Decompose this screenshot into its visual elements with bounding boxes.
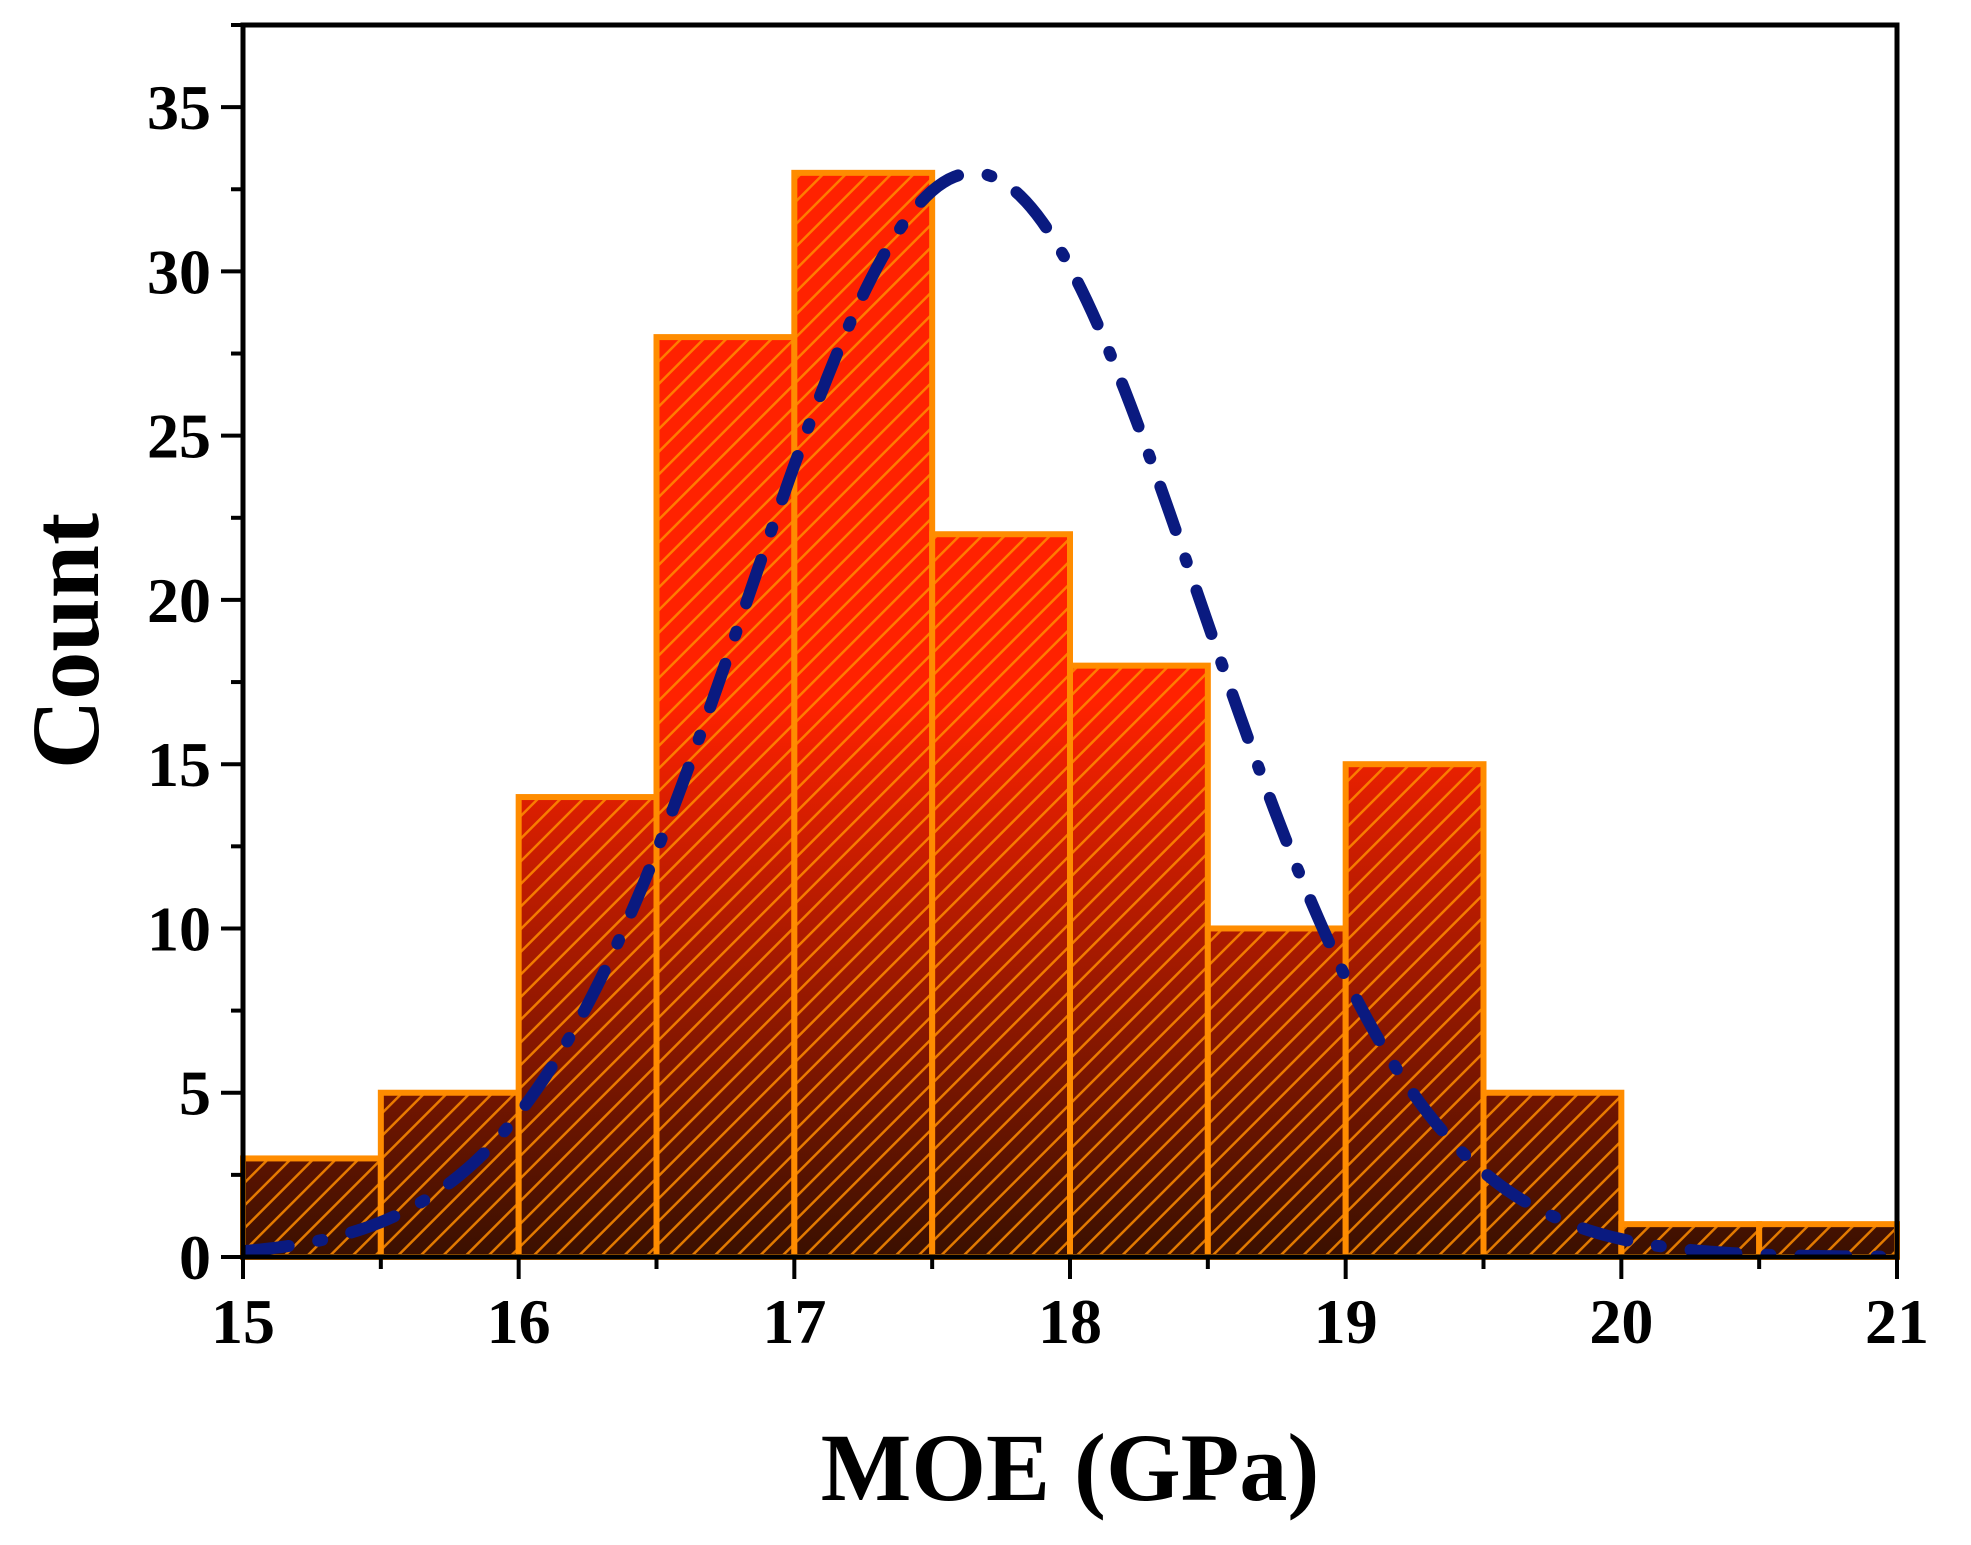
x-tick-label: 17 xyxy=(762,1286,826,1357)
histogram-bar-hatch xyxy=(932,534,1070,1257)
x-tick-label: 16 xyxy=(487,1286,551,1357)
histogram-bar xyxy=(240,1155,384,1260)
histogram-bar-hatch xyxy=(1207,928,1346,1257)
y-axis: 0 5 10 15 20 25 30 35 xyxy=(147,23,243,1293)
x-axis: 15 16 17 18 19 20 21 xyxy=(211,1257,1929,1357)
x-tick-label: 21 xyxy=(1865,1286,1929,1357)
histogram-bar-hatch xyxy=(518,797,657,1257)
y-tick-label: 15 xyxy=(147,729,211,800)
histogram-bar xyxy=(1756,1221,1900,1260)
histogram-bar xyxy=(1204,925,1349,1260)
histogram-bar xyxy=(1067,662,1211,1260)
histogram-bar-hatch xyxy=(794,172,933,1258)
histogram-bar-hatch xyxy=(1070,665,1208,1257)
y-tick-label: 20 xyxy=(147,565,211,636)
histogram-bar-hatch xyxy=(243,1158,381,1257)
x-tick-label: 18 xyxy=(1038,1286,1102,1357)
y-tick-label: 10 xyxy=(147,893,211,964)
histogram-bar xyxy=(377,1089,522,1260)
y-tick-label: 25 xyxy=(147,401,211,472)
y-tick-label: 0 xyxy=(179,1222,211,1293)
x-tick-label: 19 xyxy=(1314,1286,1378,1357)
y-axis-title: Count xyxy=(12,513,119,769)
histogram-bars xyxy=(240,169,1900,1261)
histogram-bar-hatch xyxy=(380,1092,519,1257)
x-tick-label: 15 xyxy=(211,1286,275,1357)
histogram-bar xyxy=(929,531,1074,1260)
histogram-bar xyxy=(515,794,660,1260)
histogram-bar xyxy=(791,169,936,1261)
y-tick-label: 30 xyxy=(147,236,211,307)
normal-fit-curve-group xyxy=(243,166,1897,1257)
y-tick-label: 5 xyxy=(179,1058,211,1129)
y-tick-label: 35 xyxy=(147,72,211,143)
normal-fit-curve xyxy=(243,166,1897,1257)
x-tick-label: 20 xyxy=(1589,1286,1653,1357)
x-axis-title: MOE (GPa) xyxy=(821,1414,1320,1521)
